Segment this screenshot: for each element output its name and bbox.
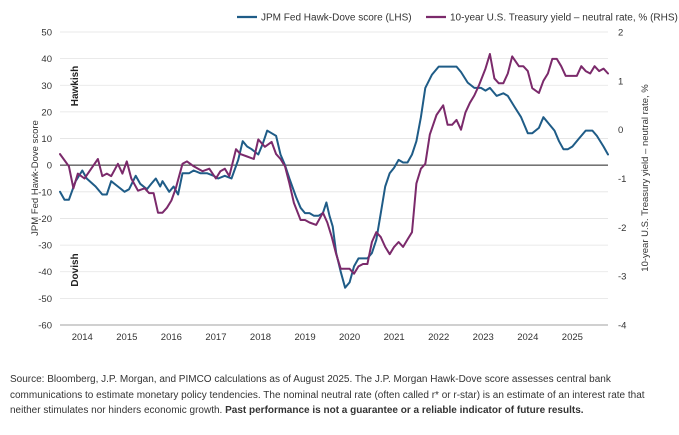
gridlines	[60, 31, 608, 326]
legend-label-treasury: 10-year U.S. Treasury yield – neutral ra…	[450, 13, 678, 24]
x-tick-label: 2024	[517, 332, 538, 343]
hawkish-label: Hawkish	[70, 66, 81, 107]
left-tick-label: 40	[41, 54, 52, 65]
x-tick-label: 2025	[562, 332, 583, 343]
chart-area: 50 40 30 20 10 0 -10 -20 -30 -40 -50 -60 2 1 0 -1 -2 -3-…	[30, 13, 678, 344]
source-text: Source: Bloomberg, J.P. Morgan, and PIMC…	[10, 374, 645, 416]
right-axis-title: 10-year U.S. Treasury yield – neutral ra…	[640, 84, 651, 272]
x-tick-label: 2021	[384, 332, 405, 343]
left-tick-label: -20	[38, 214, 52, 225]
x-tick-label: 2022	[428, 332, 449, 343]
legend: JPM Fed Hawk-Dove score (LHS) 10-year U.…	[237, 13, 678, 24]
right-tick-label: -2	[618, 223, 626, 234]
legend-label-hawk-dove: JPM Fed Hawk-Dove score (LHS)	[261, 13, 412, 24]
left-tick-label: -10	[38, 187, 52, 198]
x-tick-label: 2014	[72, 332, 93, 343]
x-tick-label: 2018	[250, 332, 271, 343]
left-tick-label: -50	[38, 294, 52, 305]
left-tick-label: 30	[41, 81, 52, 92]
left-tick-label: -60	[38, 321, 52, 332]
x-tick-label: 2017	[205, 332, 226, 343]
left-tick-label: -30	[38, 241, 52, 252]
x-tick-label: 2023	[473, 332, 494, 343]
series-lines	[59, 53, 609, 289]
left-tick-label: 10	[41, 134, 52, 145]
right-tick-label: 0	[618, 125, 623, 136]
dovish-label: Dovish	[70, 253, 81, 286]
left-tick-label: 50	[41, 28, 52, 39]
left-axis-title: JPM Fed Hawk-Dove score	[30, 120, 41, 236]
x-tick-label: 2015	[116, 332, 137, 343]
x-tick-label: 2020	[339, 332, 360, 343]
left-tick-label: -40	[38, 267, 52, 278]
left-tick-label: 20	[41, 107, 52, 118]
left-axis-ticks: 50 40 30 20 10 0 -10 -20 -30 -40 -50 -60	[38, 28, 52, 332]
right-tick-label: -4	[618, 321, 626, 332]
x-tick-label: 2016	[161, 332, 182, 343]
right-tick-label: -3	[618, 272, 626, 283]
right-tick-label: 2	[618, 28, 623, 39]
right-tick-label: 1	[618, 76, 623, 87]
right-tick-label: -1	[618, 174, 626, 185]
series-line-hawk-dove	[59, 65, 609, 289]
x-axis-ticks: 2014 2015 2016 2017 2018 2019 2020 2021 2022 2023…	[72, 332, 583, 343]
x-tick-label: 2019	[294, 332, 315, 343]
disclaimer-text: Past performance is not a guarantee or a…	[225, 405, 584, 416]
source-note: Source: Bloomberg, J.P. Morgan, and PIMC…	[10, 372, 670, 419]
right-axis-ticks: 2 1 0 -1 -2 -3 -4	[618, 28, 626, 332]
series-line-treasury	[59, 53, 609, 275]
left-tick-label: 0	[47, 161, 52, 172]
